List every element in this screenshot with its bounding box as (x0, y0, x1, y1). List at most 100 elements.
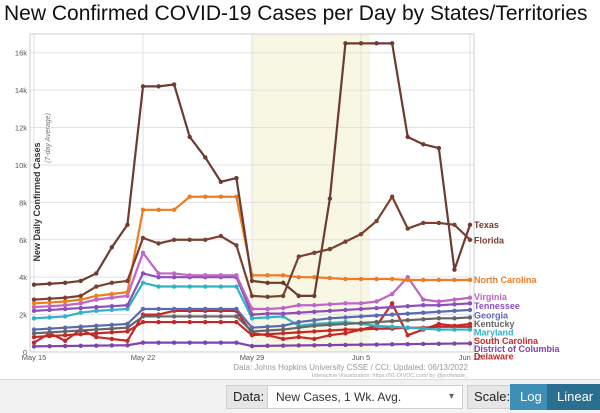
data-point-georgia[interactable] (94, 323, 99, 329)
data-point-south-carolina[interactable] (249, 332, 255, 338)
data-point-texas[interactable] (140, 84, 146, 89)
data-point-florida[interactable] (187, 237, 192, 242)
data-point-georgia[interactable] (171, 306, 177, 312)
data-point-delaware[interactable] (312, 336, 317, 342)
data-point-north-carolina[interactable] (47, 300, 52, 305)
data-point-tennessee[interactable] (171, 274, 177, 280)
data-point-south-carolina[interactable] (327, 328, 333, 333)
data-point-delaware[interactable] (62, 338, 68, 343)
data-point-texas[interactable] (249, 278, 255, 284)
data-point-florida[interactable] (109, 280, 115, 285)
data-point-florida[interactable] (327, 246, 333, 252)
data-point-kentucky[interactable] (156, 314, 161, 319)
data-point-south-carolina[interactable] (234, 319, 239, 325)
data-point-district-of-columbia[interactable] (374, 342, 379, 347)
data-point-north-carolina[interactable] (156, 207, 161, 213)
data-point-district-of-columbia[interactable] (327, 342, 333, 348)
data-point-georgia[interactable] (389, 312, 395, 317)
data-point-virginia[interactable] (62, 303, 68, 308)
data-point-virginia[interactable] (171, 271, 177, 276)
data-point-district-of-columbia[interactable] (234, 340, 239, 345)
data-point-texas[interactable] (389, 41, 395, 46)
data-point-kentucky[interactable] (140, 314, 146, 319)
data-point-florida[interactable] (312, 250, 317, 256)
data-point-north-carolina[interactable] (62, 299, 68, 304)
data-point-kentucky[interactable] (265, 328, 270, 333)
data-point-district-of-columbia[interactable] (280, 343, 286, 348)
data-point-virginia[interactable] (94, 297, 99, 302)
data-point-virginia[interactable] (327, 302, 333, 307)
data-point-texas[interactable] (78, 278, 83, 284)
data-point-florida[interactable] (234, 243, 239, 248)
data-point-maryland[interactable] (405, 325, 410, 330)
data-point-maryland[interactable] (78, 310, 83, 315)
data-point-texas[interactable] (265, 280, 270, 285)
data-point-tennessee[interactable] (78, 305, 83, 311)
data-point-maryland[interactable] (234, 284, 239, 289)
data-point-tennessee[interactable] (312, 309, 317, 314)
data-point-tennessee[interactable] (389, 304, 395, 310)
data-point-kentucky[interactable] (312, 323, 317, 329)
data-point-georgia[interactable] (156, 306, 161, 312)
data-point-district-of-columbia[interactable] (125, 343, 130, 348)
data-point-tennessee[interactable] (296, 310, 301, 315)
data-point-georgia[interactable] (203, 306, 208, 312)
data-point-district-of-columbia[interactable] (452, 341, 457, 346)
data-select[interactable]: New Cases, 1 Wk. Avg. ▾ (267, 385, 463, 409)
data-point-district-of-columbia[interactable] (203, 340, 208, 345)
data-point-texas[interactable] (47, 281, 52, 286)
data-point-tennessee[interactable] (467, 301, 473, 306)
data-point-kentucky[interactable] (31, 331, 37, 336)
data-point-south-carolina[interactable] (343, 327, 348, 332)
data-point-north-carolina[interactable] (405, 277, 410, 283)
data-point-tennessee[interactable] (436, 303, 442, 308)
data-point-virginia[interactable] (312, 303, 317, 308)
data-point-texas[interactable] (234, 175, 239, 181)
data-point-district-of-columbia[interactable] (218, 340, 224, 345)
data-point-georgia[interactable] (280, 323, 286, 329)
data-point-maryland[interactable] (125, 306, 130, 312)
data-point-north-carolina[interactable] (343, 276, 348, 282)
data-point-district-of-columbia[interactable] (405, 341, 410, 347)
data-point-texas[interactable] (327, 196, 333, 201)
data-point-maryland[interactable] (156, 284, 161, 289)
data-point-tennessee[interactable] (249, 312, 255, 317)
data-point-north-carolina[interactable] (389, 276, 395, 282)
data-point-florida[interactable] (125, 278, 130, 284)
data-point-georgia[interactable] (187, 306, 192, 312)
data-point-tennessee[interactable] (125, 303, 130, 308)
data-point-district-of-columbia[interactable] (343, 342, 348, 348)
data-point-north-carolina[interactable] (374, 276, 379, 282)
data-point-virginia[interactable] (374, 299, 379, 304)
data-point-florida[interactable] (467, 237, 473, 242)
data-point-maryland[interactable] (249, 316, 255, 321)
data-point-tennessee[interactable] (421, 303, 426, 308)
data-point-north-carolina[interactable] (436, 277, 442, 283)
data-point-tennessee[interactable] (62, 306, 68, 312)
data-point-maryland[interactable] (218, 284, 224, 289)
data-point-kentucky[interactable] (62, 329, 68, 334)
data-point-texas[interactable] (467, 222, 473, 227)
data-point-tennessee[interactable] (405, 303, 410, 309)
data-point-tennessee[interactable] (452, 302, 457, 307)
data-point-virginia[interactable] (31, 304, 37, 310)
data-point-maryland[interactable] (109, 307, 115, 313)
data-point-maryland[interactable] (171, 284, 177, 289)
data-point-virginia[interactable] (280, 305, 286, 311)
data-point-maryland[interactable] (187, 284, 192, 289)
data-point-north-carolina[interactable] (280, 273, 286, 278)
data-point-delaware[interactable] (343, 331, 348, 336)
data-point-florida[interactable] (156, 241, 161, 246)
data-point-kentucky[interactable] (78, 328, 83, 333)
data-point-district-of-columbia[interactable] (31, 344, 37, 349)
data-point-maryland[interactable] (265, 315, 270, 320)
data-point-kentucky[interactable] (452, 316, 457, 321)
data-point-texas[interactable] (280, 280, 286, 285)
data-point-georgia[interactable] (343, 315, 348, 320)
data-point-georgia[interactable] (358, 314, 364, 319)
data-point-south-carolina[interactable] (171, 319, 177, 325)
data-point-florida[interactable] (62, 295, 68, 300)
data-point-north-carolina[interactable] (327, 275, 333, 281)
data-point-district-of-columbia[interactable] (94, 343, 99, 348)
data-point-virginia[interactable] (436, 299, 442, 304)
